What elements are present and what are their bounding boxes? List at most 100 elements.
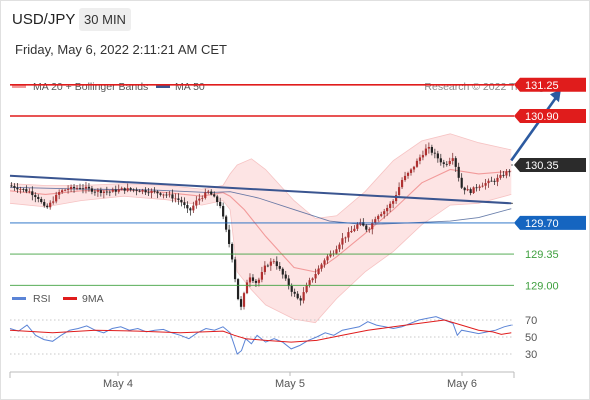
candle-body [40, 198, 43, 202]
candle-body [61, 190, 64, 193]
candle-body [424, 148, 428, 156]
candle-body [174, 198, 177, 200]
candle-body [403, 175, 407, 181]
candle-body [281, 268, 284, 275]
x-label-may6: May 6 [447, 378, 477, 390]
candle-body [180, 199, 183, 203]
candle-body [117, 189, 120, 192]
candle-body [341, 238, 344, 245]
candle-body [198, 198, 201, 201]
candle-body [490, 180, 493, 182]
candle-body [236, 279, 240, 300]
candle-body [374, 219, 377, 223]
level-label-support-5: 129.00 [525, 280, 559, 292]
candle-body [46, 205, 49, 208]
candle-body [463, 187, 466, 191]
candle-body [386, 207, 389, 212]
rsi-tick-label-70: 70 [525, 315, 537, 327]
candle-body [299, 298, 302, 301]
candle-body [505, 171, 508, 176]
candle-body [380, 214, 383, 216]
bollinger-upper-line [9, 133, 512, 219]
candle-body [22, 189, 25, 190]
candle-body [356, 224, 359, 229]
candle-body [454, 158, 457, 167]
level-label-last-2: 130.35 [525, 160, 559, 172]
candle-body [96, 190, 99, 192]
candle-body [484, 183, 487, 186]
candle-body [87, 186, 91, 189]
candle-body [189, 208, 192, 211]
candle-body [84, 186, 88, 189]
candle-body [183, 202, 186, 206]
candle-body [445, 163, 448, 165]
candle-body [305, 285, 308, 293]
candle-body [442, 162, 445, 164]
candle-body [487, 180, 490, 184]
candle-body [278, 266, 281, 269]
candle-body [72, 186, 76, 189]
candle-body [138, 190, 141, 192]
candle-body [90, 188, 94, 192]
candle-body [222, 206, 225, 217]
candle-body [392, 201, 395, 204]
candle-body [37, 197, 40, 199]
level-tag-resistance-0 [514, 77, 586, 92]
candle-body [329, 253, 332, 257]
candle-body [25, 189, 28, 192]
candle-body [344, 237, 347, 239]
level-tag-last-2 [514, 158, 586, 172]
candle-body [16, 187, 19, 190]
price-levels: 131.25 130.90 130.35 129.70 129.35 129.00 [10, 77, 586, 292]
candle-body [415, 160, 419, 167]
candle-body [269, 261, 272, 266]
candle-body [383, 211, 386, 215]
rsi-9ma-line [9, 319, 512, 343]
candle-body [394, 195, 398, 202]
candle-body [123, 188, 126, 191]
price-plot [9, 89, 561, 324]
candle-body [201, 197, 204, 199]
candle-body [439, 158, 442, 163]
level-label-resistance-0: 131.25 [525, 80, 559, 92]
candle-body [228, 229, 231, 244]
candle-body [409, 169, 413, 173]
candle-body [233, 259, 237, 280]
candle-body [472, 187, 475, 194]
candle-body [335, 249, 338, 254]
candle-body [457, 166, 460, 178]
timeframe-button[interactable]: 30 MIN [79, 8, 131, 31]
candle-body [496, 177, 499, 182]
candle-body [481, 185, 484, 187]
candle-body [347, 232, 350, 238]
level-tag-pivot-3 [514, 215, 586, 230]
legend-rsi-label: RSI [33, 293, 51, 305]
candle-body [69, 186, 73, 190]
candle-body [287, 278, 290, 287]
candle-body [111, 189, 114, 192]
candle-body [430, 147, 433, 153]
timestamp: Friday, May 6, 2022 2:11:21 AM CET [15, 42, 227, 57]
forecast-arrow-shaft [510, 95, 559, 162]
trend-line [9, 174, 512, 205]
candle-body [108, 191, 111, 193]
legend-ma50-swatch [156, 85, 170, 88]
candle-body [150, 190, 153, 194]
candle-body [129, 188, 132, 190]
legend-9ma-swatch [63, 297, 77, 300]
level-label-resistance-1: 130.90 [525, 111, 559, 123]
candle-body [275, 261, 278, 267]
bollinger-band-area [10, 133, 512, 323]
candle-body [99, 190, 102, 193]
legend-rsi-swatch [12, 297, 26, 300]
candle-body [135, 189, 138, 191]
legend-ma50-label: MA 50 [175, 81, 205, 93]
candle-body [245, 282, 249, 294]
candle-body [66, 189, 70, 191]
symbol-title: USD/JPY [12, 11, 76, 28]
candle-body [421, 155, 425, 158]
bollinger-lower-line [9, 194, 512, 324]
legend-ma20-label: MA 20 + Bollinger Bands [33, 81, 148, 93]
candle-body [58, 192, 61, 195]
